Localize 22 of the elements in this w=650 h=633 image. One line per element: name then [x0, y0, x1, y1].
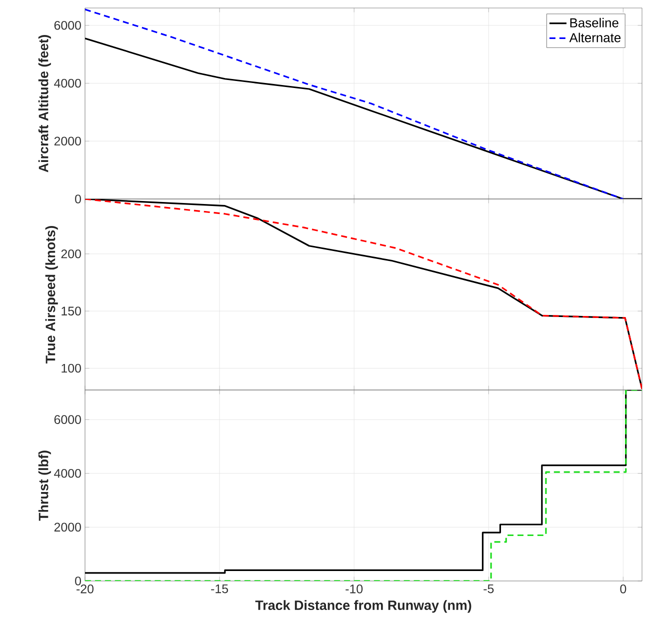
y-axis-title: Thrust (lbf) [38, 450, 51, 521]
y-tick-label: 4000 [54, 468, 81, 478]
legend-label: Baseline [570, 18, 618, 28]
x-tick-label: -10 [346, 584, 363, 594]
x-tick-label: 0 [620, 584, 626, 594]
y-tick-label: 0 [75, 576, 81, 586]
x-tick-label: -5 [484, 584, 494, 594]
y-tick-label: 200 [61, 249, 81, 258]
y-axis-title: Aircraft Altitude (feet) [38, 35, 51, 172]
y-tick-label: 6000 [54, 415, 81, 424]
x-axis-title: Track Distance from Runway (nm) [255, 600, 472, 613]
y-tick-label: 150 [62, 306, 81, 316]
x-tick-label: -15 [211, 584, 228, 594]
x-tick-label: -20 [76, 584, 94, 594]
y-tick-label: 2000 [54, 136, 81, 146]
y-tick-label: 0 [75, 194, 81, 204]
y-axis-title: True Airspeed (knots) [45, 226, 58, 364]
y-tick-label: 4000 [54, 78, 81, 88]
y-tick-label: 100 [62, 364, 81, 373]
legend-label: Alternate [569, 32, 621, 42]
y-tick-label: 6000 [54, 20, 81, 30]
y-tick-label: 2000 [54, 522, 81, 532]
